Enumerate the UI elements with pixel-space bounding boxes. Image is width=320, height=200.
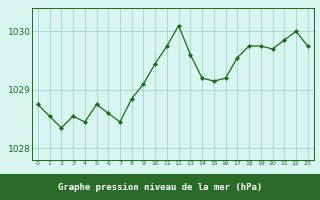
Text: Graphe pression niveau de la mer (hPa): Graphe pression niveau de la mer (hPa) (58, 182, 262, 192)
